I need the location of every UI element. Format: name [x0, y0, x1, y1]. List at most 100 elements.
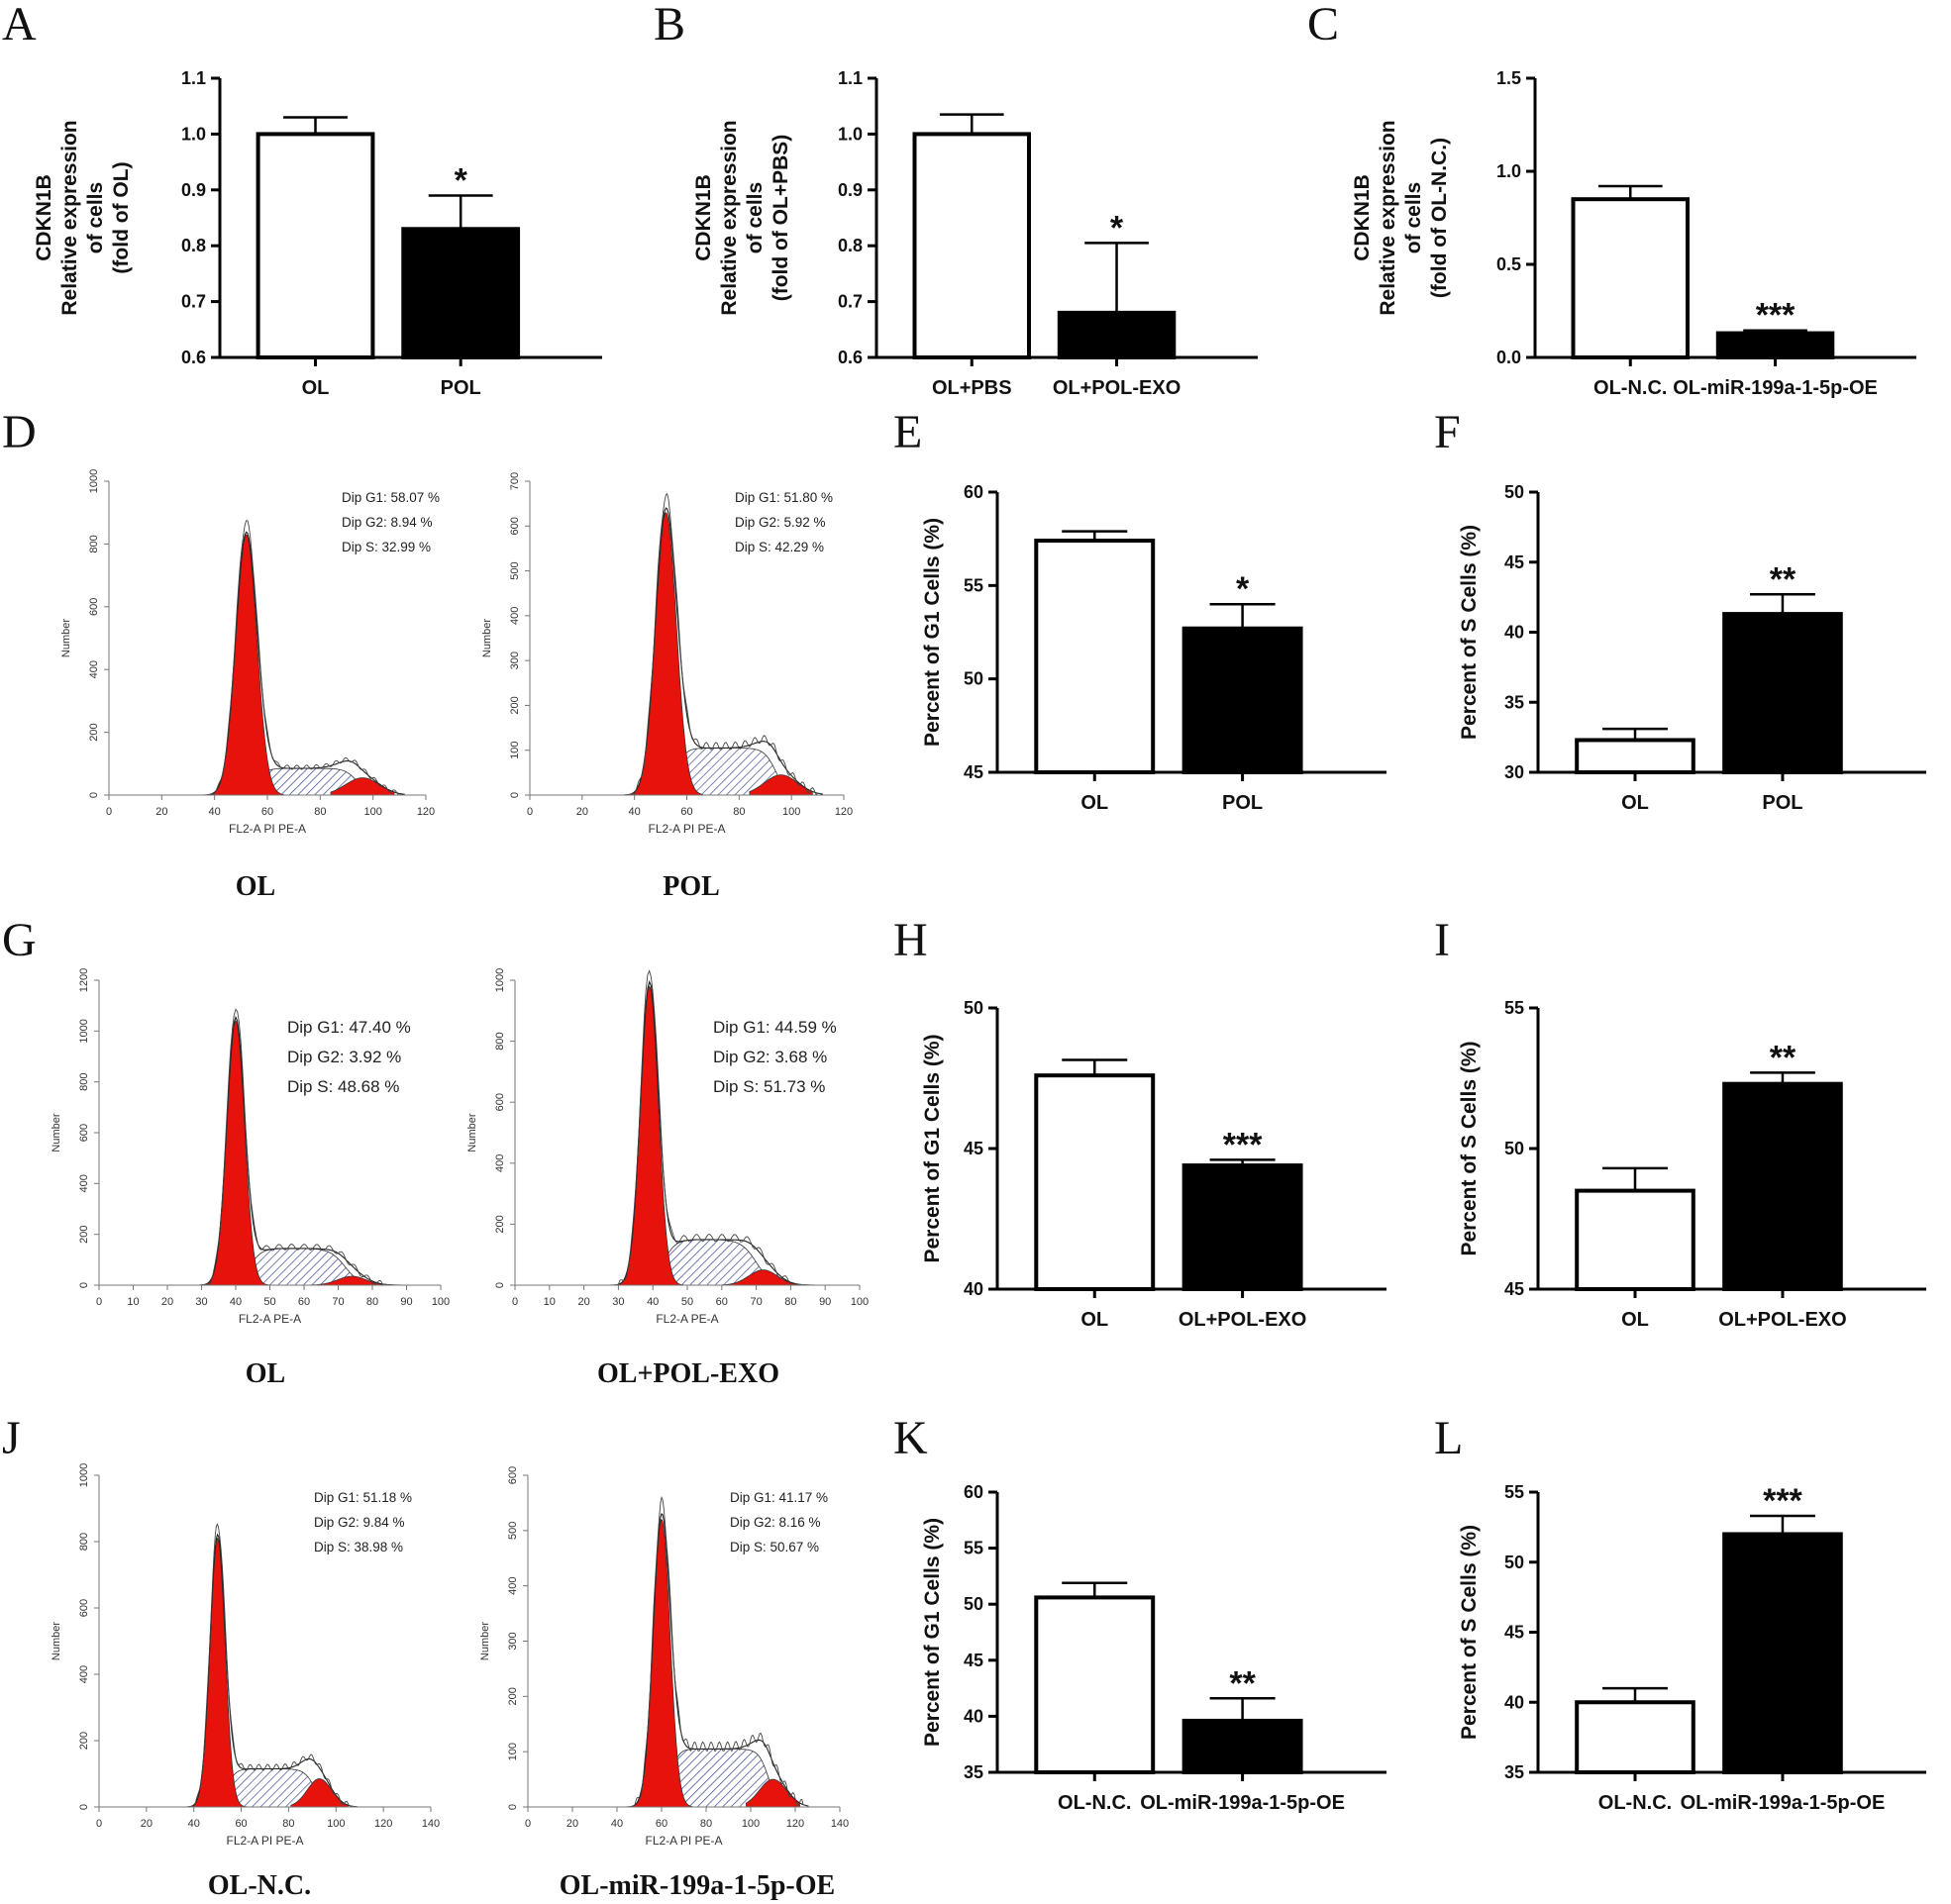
- bar-b-1: [912, 132, 1031, 359]
- x-tick-label-h: OL: [1080, 1309, 1108, 1331]
- x-tick-label-i: OL+POL-EXO: [1718, 1309, 1846, 1331]
- dip-stat: Dip S: 32.99 %: [342, 540, 431, 554]
- bar-chart-k: 35 40 45 50 55 60 OL-N.C. OL-miR-199a-1-5p-OE **…: [921, 1482, 1386, 1814]
- y-tick-label-l: 50: [1504, 1553, 1524, 1572]
- bar-c-1: [1571, 197, 1690, 359]
- flow-x-tick-label: 60: [680, 806, 692, 818]
- bar-k-1: [1034, 1595, 1156, 1774]
- flow-y-tick-label: 500: [507, 1522, 519, 1540]
- flow-x-tick-label: 80: [314, 806, 326, 818]
- x-tick-label-a: POL: [441, 377, 481, 399]
- dip-stat: Dip G2: 8.94 %: [342, 515, 433, 530]
- flow-y-tick-label: 100: [507, 1743, 519, 1760]
- flow-y-tick-label: 400: [509, 607, 521, 625]
- flow-y-tick-label: 700: [509, 472, 521, 490]
- flow-x-tick-label: 40: [230, 1296, 242, 1308]
- flow-y-tick-label: 600: [509, 517, 521, 535]
- flow-sample-label-d1: OL: [236, 871, 275, 902]
- y-tick-label-a: 0.8: [181, 236, 206, 255]
- dip-stat: Dip G2: 8.16 %: [730, 1515, 821, 1530]
- flow-x-tick-label: 80: [733, 806, 745, 818]
- flow-x-axis-label: FL2-A PE-A: [239, 1312, 301, 1326]
- significance-c: ***: [1756, 297, 1796, 335]
- flow-x-tick-label: 10: [127, 1296, 139, 1308]
- flow-x-tick-label: 100: [851, 1296, 869, 1308]
- y-tick-label-h: 45: [964, 1139, 983, 1158]
- y-tick-label-l: 35: [1504, 1762, 1524, 1782]
- flow-x-tick-label: 30: [612, 1296, 624, 1308]
- flow-histogram-2: 0 20 40 60 80 100 120 0 100 200 300 400 500 600 700 FL2…: [481, 472, 853, 836]
- y-tick-label-k: 55: [964, 1539, 983, 1558]
- x-tick-label-b: OL+PBS: [932, 377, 1012, 399]
- y-tick-label-f: 40: [1504, 623, 1524, 643]
- y-tick-label-a: 1.1: [181, 68, 206, 88]
- dip-stat: Dip S: 51.73 %: [713, 1077, 825, 1096]
- flow-y-tick-label: 300: [509, 651, 521, 669]
- y-tick-label-k: 50: [964, 1594, 983, 1614]
- g1-peak: [187, 1020, 284, 1286]
- flow-x-tick-label: 0: [512, 1296, 518, 1308]
- histogram-raw-trace: [181, 1523, 356, 1808]
- significance-l: ***: [1763, 1482, 1802, 1520]
- x-tick-label-a: OL: [302, 377, 330, 399]
- histogram-envelope: [624, 507, 823, 796]
- flow-x-tick-label: 30: [195, 1296, 207, 1308]
- x-tick-label-h: OL+POL-EXO: [1179, 1309, 1306, 1331]
- flow-x-axis-label: FL2-A PI PE-A: [229, 822, 306, 836]
- y-axis-label-a: of cells: [84, 182, 107, 253]
- panel-label-a: A: [2, 0, 37, 50]
- flow-y-tick-label: 200: [88, 723, 100, 741]
- flow-x-tick-label: 20: [576, 806, 588, 818]
- y-tick-label-a: 1.0: [181, 124, 206, 144]
- flow-x-tick-label: 80: [700, 1818, 712, 1830]
- bar-chart-l: 35 40 45 50 55 OL-N.C. OL-miR-199a-1-5p-OE *** P…: [1458, 1482, 1926, 1814]
- flow-x-tick-label: 100: [327, 1818, 345, 1830]
- flow-histogram-5: 0 20 40 60 80 100 120 140 0 200 400 600 800 1000 FL2-A…: [51, 1463, 440, 1848]
- y-tick-label-a: 0.7: [181, 292, 206, 312]
- bar-a-1: [256, 132, 375, 359]
- flow-x-tick-label: 100: [782, 806, 800, 818]
- y-tick-label-f: 30: [1504, 762, 1524, 782]
- panel-label-i: I: [1434, 914, 1450, 966]
- panel-label-g: G: [2, 914, 37, 966]
- flow-y-tick-label: 400: [507, 1576, 519, 1594]
- flow-x-tick-label: 120: [417, 806, 435, 818]
- significance-k: **: [1229, 1664, 1256, 1702]
- y-tick-label-b: 0.7: [838, 292, 863, 312]
- flow-y-tick-label: 800: [78, 1072, 90, 1090]
- y-tick-label-b: 1.0: [838, 124, 863, 144]
- flow-x-tick-label: 70: [750, 1296, 762, 1308]
- flow-x-tick-label: 120: [786, 1818, 804, 1830]
- y-axis-label-b: (fold of OL+PBS): [770, 135, 792, 302]
- bar-a-2: [401, 227, 521, 359]
- flow-x-tick-label: 40: [629, 806, 641, 818]
- panel-label-f: F: [1434, 406, 1461, 458]
- y-tick-label-l: 55: [1504, 1482, 1524, 1502]
- flow-x-tick-label: 50: [263, 1296, 275, 1308]
- significance-h: ***: [1223, 1126, 1263, 1163]
- bar-k-2: [1181, 1718, 1303, 1774]
- y-tick-label-k: 45: [964, 1651, 983, 1670]
- flow-x-tick-label: 20: [141, 1818, 153, 1830]
- bar-l-1: [1575, 1700, 1695, 1774]
- dip-stat: Dip G2: 9.84 %: [314, 1515, 405, 1530]
- flow-x-axis-label: FL2-A PI PE-A: [648, 822, 725, 836]
- flow-y-tick-label: 200: [507, 1687, 519, 1705]
- dip-stat: Dip G2: 3.68 %: [713, 1048, 827, 1066]
- flow-y-tick-label: 400: [494, 1154, 506, 1172]
- flow-x-axis-label: FL2-A PE-A: [656, 1312, 718, 1326]
- y-tick-label-l: 40: [1504, 1692, 1524, 1712]
- panel-label-d: D: [2, 406, 37, 458]
- flow-x-tick-label: 140: [422, 1818, 440, 1830]
- flow-x-tick-label: 40: [611, 1818, 623, 1830]
- flow-x-tick-label: 0: [96, 1296, 102, 1308]
- significance-i: **: [1770, 1039, 1797, 1076]
- y-axis-label-c: Relative expression: [1377, 120, 1399, 315]
- y-tick-label-c: 0.0: [1496, 348, 1521, 367]
- bar-chart-a: 0.6 0.7 0.8 0.9 1.0 1.1 OL POL * CDKN1B Relative e…: [33, 68, 602, 399]
- panel-label-h: H: [893, 914, 928, 966]
- flow-histogram-4: 0 10 20 30 40 50 60 70 80 90 10002004006008001000F…: [466, 968, 869, 1326]
- y-axis-label-h: Percent of G1 Cells (%): [921, 1034, 944, 1262]
- bar-f-2: [1722, 612, 1843, 774]
